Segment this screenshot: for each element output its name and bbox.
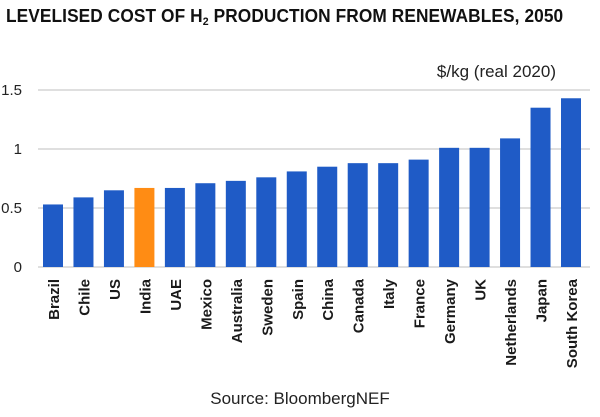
bar bbox=[286, 171, 307, 267]
chart-title: LEVELISED COST OF H2 PRODUCTION FROM REN… bbox=[6, 6, 564, 28]
y-tick-label: 1 bbox=[14, 141, 22, 158]
x-tick-label: Germany bbox=[442, 278, 459, 344]
x-tick-label: Japan bbox=[534, 279, 551, 322]
x-tick-label: China bbox=[320, 278, 337, 320]
bar bbox=[530, 107, 551, 267]
x-tick-label: Australia bbox=[229, 278, 246, 343]
y-tick-label: 1.5 bbox=[1, 82, 22, 99]
x-tick-label: Italy bbox=[381, 278, 398, 309]
x-tick-label: UAE bbox=[168, 279, 185, 311]
bar bbox=[43, 204, 63, 267]
bar bbox=[500, 138, 521, 267]
x-tick-label: Mexico bbox=[198, 279, 215, 330]
unit-label: $/kg (real 2020) bbox=[436, 62, 556, 81]
x-tick-label: US bbox=[107, 279, 124, 300]
x-tick-label: South Korea bbox=[564, 278, 581, 368]
bar bbox=[103, 190, 124, 267]
x-tick-label: India bbox=[137, 278, 154, 314]
bar bbox=[408, 159, 429, 267]
bar bbox=[195, 183, 216, 267]
x-tick-label: Spain bbox=[290, 279, 307, 320]
bar bbox=[256, 177, 277, 267]
bar bbox=[317, 166, 338, 267]
bar bbox=[561, 98, 581, 267]
bar bbox=[134, 187, 155, 267]
x-tick-label: Brazil bbox=[46, 279, 63, 320]
x-tick-label: Canada bbox=[351, 278, 368, 333]
bar bbox=[225, 180, 246, 267]
x-tick-label: Sweden bbox=[259, 279, 276, 336]
source-note: Source: BloombergNEF bbox=[210, 389, 390, 408]
bar bbox=[378, 163, 399, 267]
bar bbox=[164, 187, 185, 267]
bar bbox=[347, 163, 368, 267]
y-tick-label: 0.5 bbox=[1, 200, 22, 217]
x-tick-label: Chile bbox=[76, 279, 93, 316]
bar bbox=[469, 147, 490, 267]
y-tick-label: 0 bbox=[14, 259, 22, 276]
bar bbox=[73, 197, 94, 267]
x-tick-label: France bbox=[412, 279, 429, 328]
x-tick-label: Netherlands bbox=[503, 279, 520, 366]
x-tick-label: UK bbox=[473, 279, 490, 301]
bar bbox=[439, 147, 460, 267]
